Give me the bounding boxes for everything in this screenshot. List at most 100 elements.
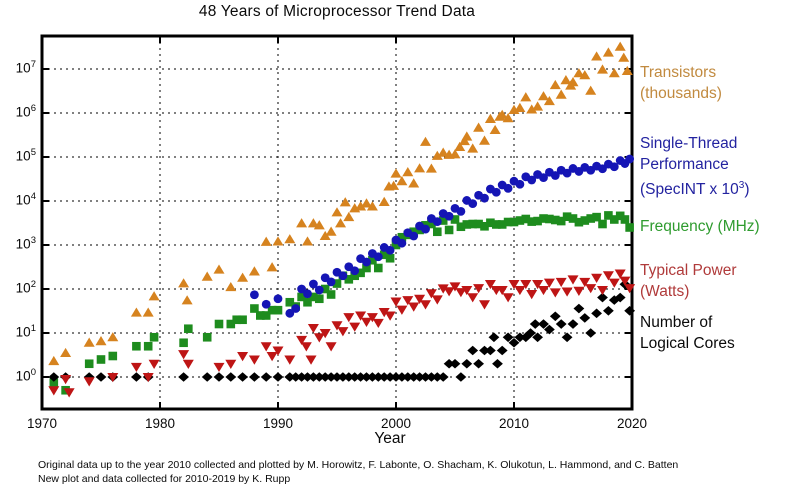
legend-typical-power: Typical Power (Watts) bbox=[640, 260, 789, 302]
marker-typical-power-watts bbox=[83, 377, 95, 387]
marker-transistors-thousands bbox=[461, 131, 473, 141]
marker-number-of-logical-cores bbox=[225, 372, 237, 382]
marker-number-of-logical-cores bbox=[443, 358, 455, 369]
y-tick-label: 101 bbox=[15, 323, 36, 340]
marker-transistors-thousands bbox=[555, 89, 567, 99]
marker-frequency-mhz bbox=[96, 355, 106, 364]
marker-single-thread-performance-specint-x-10-3 bbox=[444, 211, 454, 221]
marker-frequency-mhz bbox=[598, 219, 607, 229]
marker-number-of-logical-cores bbox=[473, 358, 484, 369]
marker-number-of-logical-cores bbox=[532, 332, 543, 343]
marker-number-of-logical-cores bbox=[561, 332, 573, 343]
marker-number-of-logical-cores bbox=[302, 372, 313, 382]
marker-transistors-thousands bbox=[449, 149, 461, 159]
y-tick-label: 102 bbox=[15, 279, 36, 296]
marker-number-of-logical-cores bbox=[384, 372, 396, 382]
marker-transistors-thousands bbox=[420, 136, 431, 146]
marker-typical-power-watts bbox=[390, 297, 402, 307]
marker-number-of-logical-cores bbox=[514, 332, 526, 343]
marker-number-of-logical-cores bbox=[408, 372, 420, 382]
marker-number-of-logical-cores bbox=[525, 328, 536, 338]
marker-single-thread-performance-specint-x-10-3 bbox=[625, 154, 635, 164]
marker-number-of-logical-cores bbox=[178, 372, 189, 382]
marker-number-of-logical-cores bbox=[284, 372, 296, 382]
marker-single-thread-performance-specint-x-10-3 bbox=[456, 207, 466, 216]
marker-typical-power-watts bbox=[619, 276, 631, 286]
marker-single-thread-performance-specint-x-10-3 bbox=[550, 171, 560, 180]
marker-typical-power-watts bbox=[573, 286, 585, 297]
marker-typical-power-watts bbox=[300, 342, 312, 352]
marker-transistors-thousands bbox=[402, 167, 414, 177]
legend-frequency-line1: Frequency (MHz) bbox=[640, 218, 760, 235]
marker-number-of-logical-cores bbox=[485, 345, 496, 356]
marker-typical-power-watts bbox=[284, 355, 296, 365]
marker-number-of-logical-cores bbox=[343, 372, 355, 382]
marker-transistors-thousands bbox=[502, 113, 514, 123]
marker-typical-power-watts bbox=[579, 277, 591, 288]
marker-transistors-thousands bbox=[454, 141, 466, 151]
marker-typical-power-watts bbox=[602, 271, 614, 281]
marker-typical-power-watts bbox=[585, 284, 597, 294]
marker-typical-power-watts bbox=[461, 285, 473, 296]
marker-single-thread-performance-specint-x-10-3 bbox=[373, 252, 383, 262]
marker-number-of-logical-cores bbox=[585, 328, 597, 338]
marker-number-of-logical-cores bbox=[372, 372, 384, 382]
marker-single-thread-performance-specint-x-10-3 bbox=[598, 164, 607, 174]
y-tick-label: 104 bbox=[15, 191, 36, 208]
marker-typical-power-watts bbox=[378, 308, 390, 318]
marker-number-of-logical-cores bbox=[496, 345, 508, 356]
x-tick-label: 1970 bbox=[26, 416, 58, 431]
marker-transistors-thousands bbox=[608, 68, 620, 78]
marker-transistors-thousands bbox=[431, 150, 443, 160]
marker-typical-power-watts bbox=[431, 295, 443, 305]
marker-single-thread-performance-specint-x-10-3 bbox=[297, 284, 306, 294]
x-axis-title: Year bbox=[374, 430, 406, 447]
marker-frequency-mhz bbox=[433, 227, 442, 237]
marker-typical-power-watts bbox=[502, 293, 514, 303]
marker-typical-power-watts bbox=[178, 350, 190, 360]
marker-typical-power-watts bbox=[349, 322, 361, 332]
marker-typical-power-watts bbox=[508, 279, 520, 290]
marker-typical-power-watts bbox=[467, 293, 479, 303]
attribution-line1: Original data up to the year 2010 collec… bbox=[38, 459, 679, 471]
marker-typical-power-watts bbox=[414, 294, 426, 304]
marker-single-thread-performance-specint-x-10-3 bbox=[309, 279, 318, 289]
marker-typical-power-watts bbox=[449, 282, 461, 292]
marker-typical-power-watts bbox=[484, 279, 496, 290]
marker-single-thread-performance-specint-x-10-3 bbox=[291, 304, 301, 313]
marker-transistors-thousands bbox=[201, 271, 213, 281]
marker-number-of-logical-cores bbox=[213, 372, 225, 382]
marker-single-thread-performance-specint-x-10-3 bbox=[539, 173, 548, 183]
marker-typical-power-watts bbox=[305, 355, 317, 365]
y-tick-label: 106 bbox=[15, 103, 36, 120]
marker-number-of-logical-cores bbox=[131, 372, 142, 382]
marker-frequency-mhz bbox=[444, 225, 454, 235]
marker-number-of-logical-cores bbox=[597, 292, 608, 303]
marker-number-of-logical-cores bbox=[502, 332, 514, 343]
marker-typical-power-watts bbox=[237, 352, 249, 362]
marker-typical-power-watts bbox=[496, 285, 508, 296]
marker-typical-power-watts bbox=[514, 285, 526, 296]
marker-transistors-thousands bbox=[520, 92, 532, 102]
marker-number-of-logical-cores bbox=[529, 319, 541, 329]
x-tick-label: 1980 bbox=[144, 416, 176, 431]
marker-typical-power-watts bbox=[225, 359, 237, 369]
chart-title: 48 Years of Microprocessor Trend Data bbox=[198, 3, 476, 20]
marker-typical-power-watts bbox=[420, 300, 431, 310]
marker-typical-power-watts bbox=[337, 327, 349, 337]
legend-cores-line1: Number of bbox=[640, 314, 713, 331]
marker-typical-power-watts bbox=[608, 278, 620, 288]
marker-frequency-mhz bbox=[625, 223, 634, 232]
marker-transistors-thousands bbox=[335, 218, 347, 228]
marker-typical-power-watts bbox=[272, 346, 284, 356]
legend-single-thread-performance: Single-Thread Performance (SpecINT x 103… bbox=[640, 133, 789, 200]
marker-typical-power-watts bbox=[549, 288, 561, 298]
marker-transistors-thousands bbox=[543, 95, 555, 106]
marker-single-thread-performance-specint-x-10-3 bbox=[421, 224, 430, 234]
marker-transistors-thousands bbox=[425, 163, 437, 173]
marker-number-of-logical-cores bbox=[567, 319, 579, 329]
marker-typical-power-watts bbox=[520, 279, 532, 290]
marker-frequency-mhz bbox=[202, 332, 212, 342]
marker-single-thread-performance-specint-x-10-3 bbox=[303, 289, 312, 299]
marker-typical-power-watts bbox=[396, 305, 408, 315]
